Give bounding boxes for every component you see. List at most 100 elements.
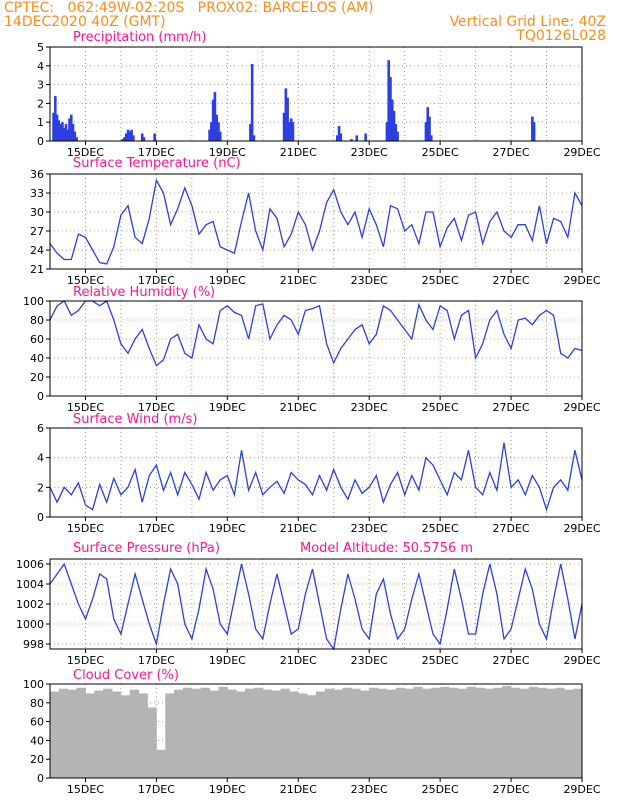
cloud-bar [378,688,388,778]
panel-title: Cloud Cover (%) [73,668,179,683]
panel-title: Surface Wind (m/s) [73,412,197,427]
precip-bar [132,135,135,141]
cloud-bar [94,690,104,778]
cloud-bar [209,690,219,778]
cloud-bar [324,688,335,778]
x-tick-label: 21DEC [280,401,317,414]
panel-title: Surface Pressure (hPa) [73,541,220,556]
y-tick-label: 1004 [16,578,44,591]
x-tick-label: 27DEC [493,654,530,667]
header-code: TQ0126L028 [516,28,606,44]
x-tick-label: 25DEC [422,522,459,535]
cloud-bar [129,689,140,778]
cloud-bar [67,689,77,778]
x-tick-label: 19DEC [209,654,246,667]
x-tick-label: 23DEC [351,783,388,796]
precip-bar [350,139,353,141]
x-tick-label: 23DEC [351,654,388,667]
precip-bar [429,135,433,141]
cloud-bar [289,691,299,778]
x-tick-label: 25DEC [422,401,459,414]
precip-bar [73,131,77,141]
x-tick-label: 23DEC [351,146,388,159]
y-tick-label: 6 [37,422,44,435]
cloud-bar [484,688,494,778]
y-tick-label: 100 [23,295,44,308]
x-tick-label: 15DEC [67,401,104,414]
precip-bar [69,114,73,141]
precip-bar [128,131,132,141]
cloud-bar [245,688,255,778]
cloud-bar [351,688,361,778]
cloud-bar [298,693,308,778]
cloud-bar [76,687,86,778]
cloud-bar [449,687,459,778]
precip-bar [428,116,431,141]
x-tick-label: 27DEC [493,401,530,414]
precip-bar [153,133,156,141]
precip-bar [123,137,126,141]
x-tick-label: 29DEC [563,146,600,159]
series-line [49,442,583,512]
precip-bar [390,99,394,141]
cloud-bar [200,687,210,778]
cloud-bar [466,686,476,778]
precip-bar [250,63,254,141]
x-tick-label: 15DEC [67,654,104,667]
cloud-bar [537,687,547,778]
y-tick-label: 33 [30,187,44,200]
x-tick-label: 17DEC [138,274,175,287]
precip-bar [218,131,222,141]
cloud-bar [236,691,246,778]
precip-bar [66,129,70,141]
precip-bar [394,124,398,141]
x-tick-label: 21DEC [280,783,317,796]
cloud-bar [546,688,556,778]
precip-bar [339,133,343,141]
cloud-bar [440,686,450,778]
cloud-bar [564,689,574,778]
x-tick-label: 25DEC [422,783,459,796]
cloud-bar [156,749,166,778]
y-tick-label: 40 [30,352,44,365]
cloud-bar [262,689,273,778]
cloud-bar [422,688,432,778]
precip-bar [396,131,399,141]
precip-bar [284,88,288,141]
x-tick-label: 21DEC [280,654,317,667]
cloud-bar [138,693,148,778]
panel-subtitle: Model Altitude: 50.5756 m [300,541,473,556]
x-tick-label: 15DEC [67,783,104,796]
x-tick-label: 23DEC [351,274,388,287]
y-tick-label: 24 [30,244,44,257]
precip-bar [531,116,534,141]
x-tick-label: 19DEC [209,274,246,287]
cloud-bar [404,688,414,778]
cloud-bar [431,687,441,778]
precip-bar [62,127,66,141]
x-tick-label: 15DEC [67,146,104,159]
x-tick-label: 29DEC [563,522,600,535]
cloud-bar [457,688,468,778]
precip-bar [385,122,389,141]
x-tick-label: 17DEC [138,401,175,414]
precip-bar [59,124,62,141]
y-tick-label: 21 [30,263,44,276]
header-date: 14DEC2020 40Z (GMT) [4,14,166,30]
precip-bar [52,112,55,141]
precip-bar [208,129,211,141]
cloud-bar [227,689,237,778]
precip-bar [140,133,144,141]
series-line [49,178,583,265]
precip-bar [121,139,125,141]
y-tick-label: 998 [23,638,44,651]
precip-bar [126,129,130,141]
y-tick-label: 5 [37,41,44,54]
precip-bar [286,97,289,141]
y-tick-label: 1002 [16,598,44,611]
precip-bar [355,135,359,141]
cloud-bar [174,689,184,778]
cloud-bar [386,689,397,778]
panel-frame [49,46,583,142]
x-tick-label: 25DEC [422,274,459,287]
